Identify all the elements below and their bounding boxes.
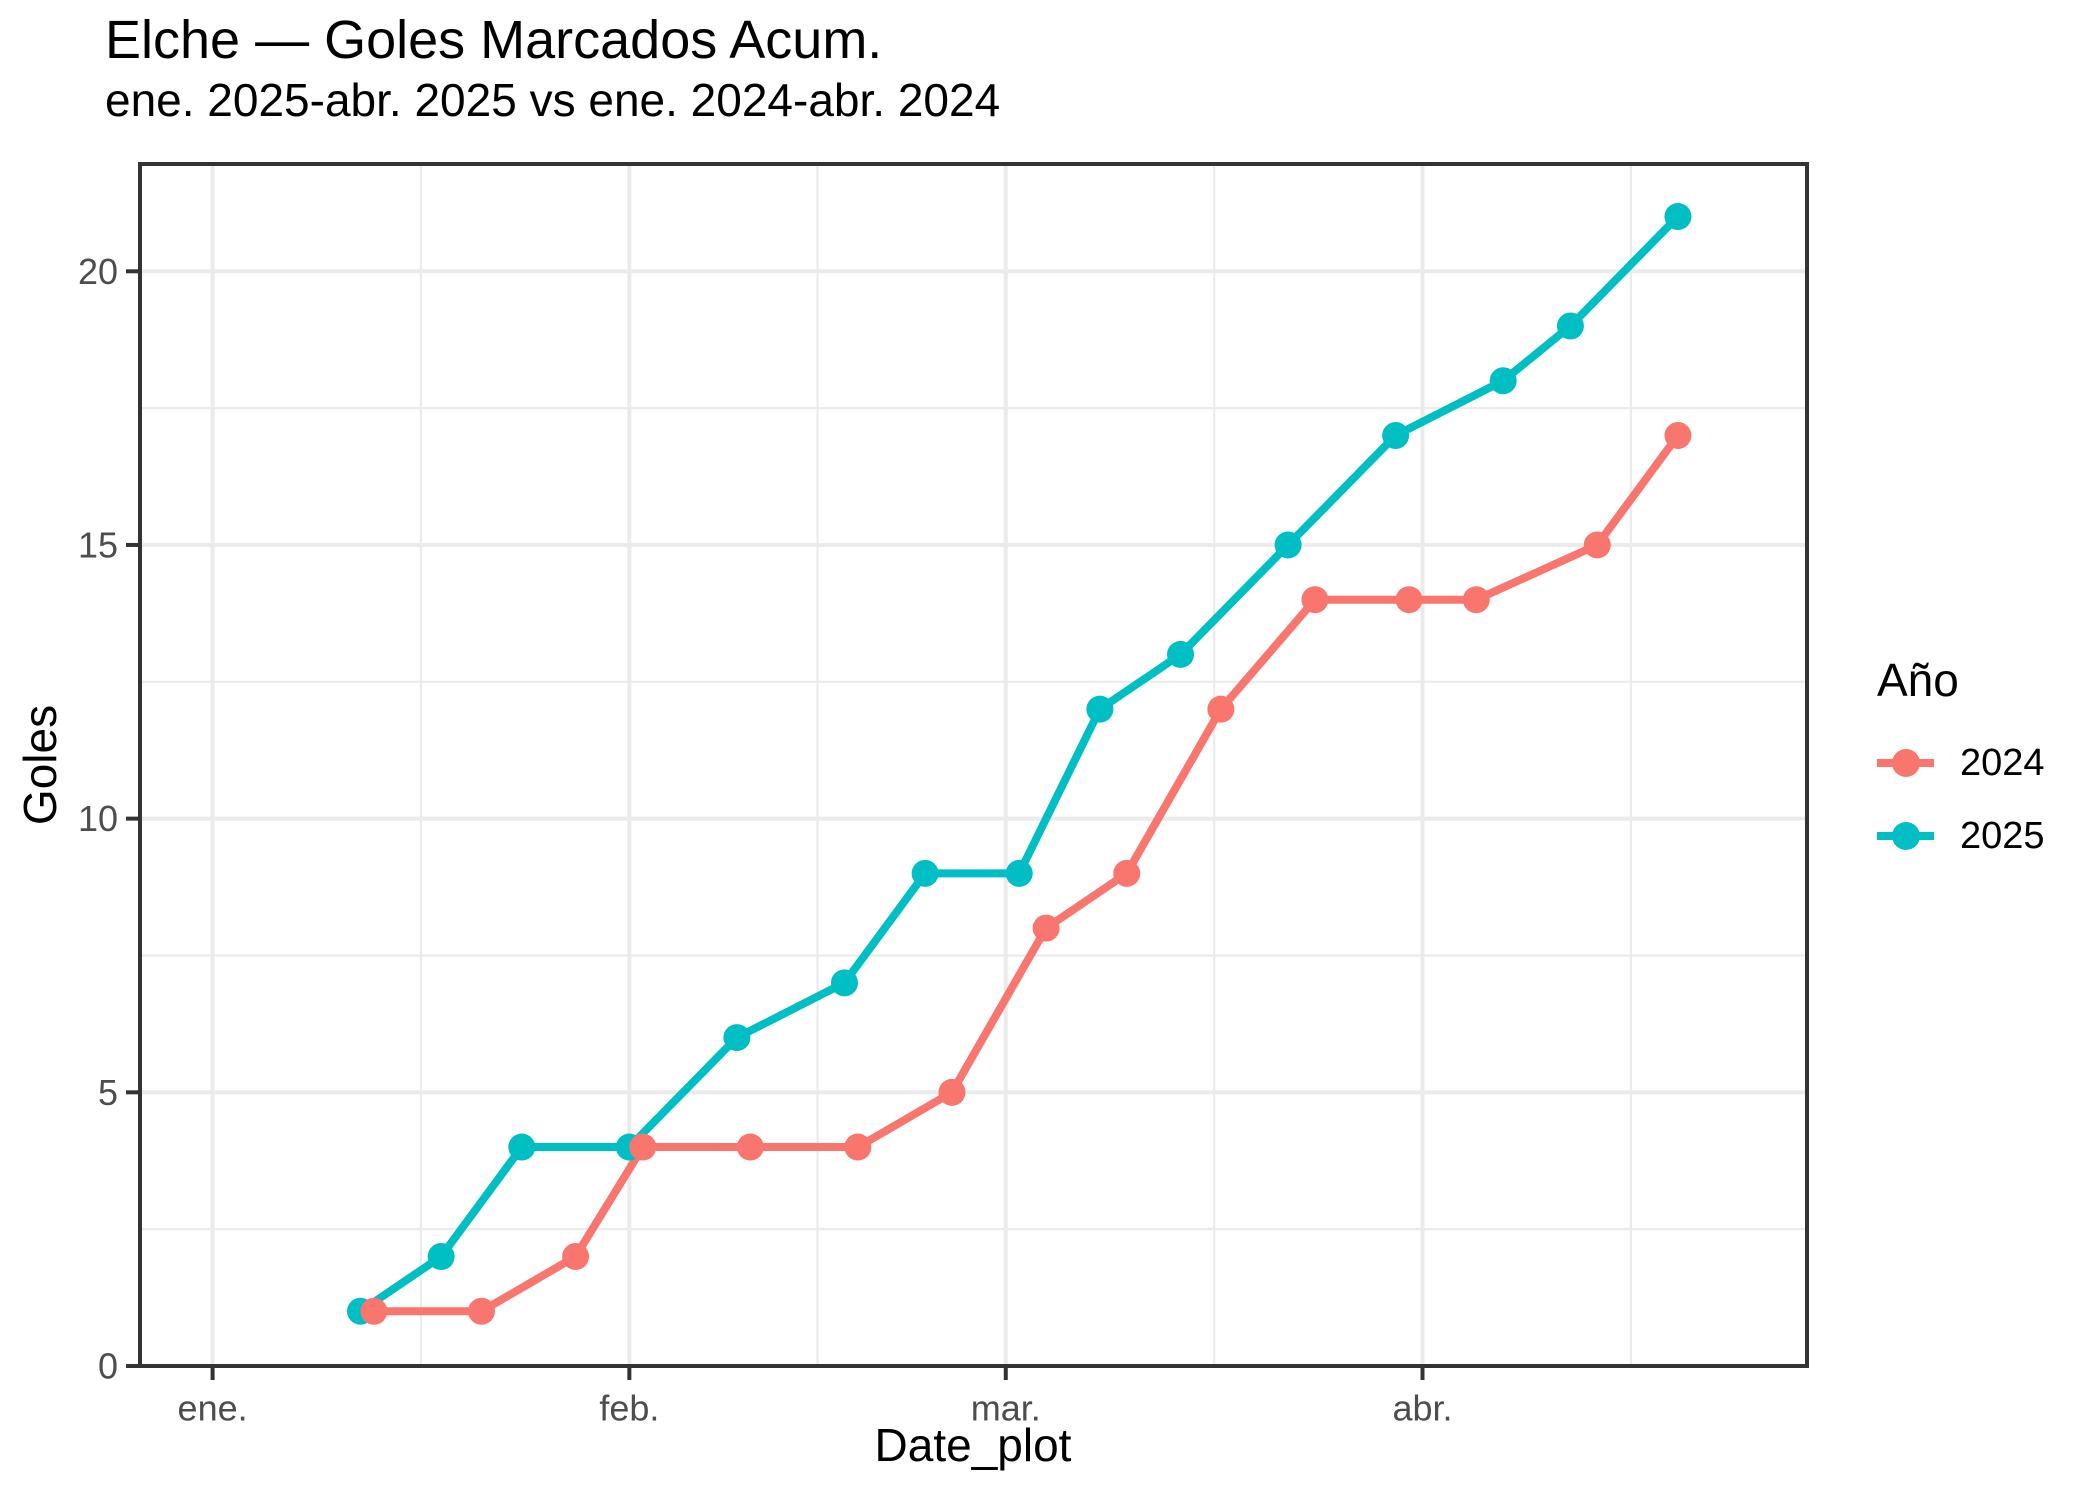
legend-key-dot: [1892, 822, 1920, 850]
data-point-2024: [1664, 421, 1692, 449]
data-point-2025: [1382, 421, 1410, 449]
data-point-2024: [938, 1078, 966, 1106]
data-point-2025: [1167, 640, 1195, 668]
legend-item-2025: 2025: [1877, 809, 2045, 863]
data-point-2025: [1005, 859, 1033, 887]
x-tick-label: mar.: [971, 1387, 1041, 1428]
data-point-2025: [1086, 695, 1114, 723]
data-point-2025: [911, 859, 939, 887]
data-point-2025: [830, 969, 858, 997]
data-point-2025: [1274, 531, 1302, 559]
y-tick-label: 0: [98, 1346, 118, 1387]
legend-title: Año: [1877, 654, 1959, 706]
x-tick-label: ene.: [178, 1387, 248, 1428]
x-tick-label: abr.: [1392, 1387, 1452, 1428]
data-point-2024: [562, 1243, 590, 1271]
data-point-2025: [427, 1243, 455, 1271]
y-tick-label: 20: [78, 251, 118, 292]
data-point-2024: [629, 1133, 657, 1161]
legend-item-label: 2024: [1960, 741, 2045, 784]
data-point-2024: [1113, 859, 1141, 887]
data-point-2025: [1489, 367, 1517, 395]
data-point-2024: [1395, 586, 1423, 614]
data-point-2024: [1207, 695, 1235, 723]
legend: Año 2024 2025: [1877, 655, 2045, 863]
data-point-2024: [467, 1297, 495, 1325]
data-point-2024: [360, 1297, 388, 1325]
legend-key-icon: [1877, 809, 1934, 863]
data-point-2024: [1301, 586, 1329, 614]
series-line-2025: [358, 213, 1681, 1315]
data-point-2025: [508, 1133, 536, 1161]
data-point-2024: [844, 1133, 872, 1161]
legend-key-dot: [1892, 749, 1920, 777]
legend-item-2024: 2024: [1877, 736, 2045, 790]
legend-items: 2024 2025: [1877, 736, 2045, 863]
legend-key-icon: [1877, 736, 1934, 790]
panel-border: [138, 162, 1809, 1368]
chart-title: Elche — Goles Marcados Acum.: [105, 10, 883, 70]
data-point-2024: [1462, 586, 1490, 614]
data-point-2025: [1664, 203, 1692, 231]
x-tick-label: feb.: [599, 1387, 659, 1428]
data-point-2024: [1583, 531, 1611, 559]
x-axis-title: Date_plot: [874, 1419, 1072, 1471]
y-tick-label: 15: [78, 524, 118, 565]
data-point-2024: [736, 1133, 764, 1161]
legend-item-label: 2025: [1960, 814, 2045, 857]
y-tick-label: 5: [98, 1072, 118, 1113]
chart-subtitle: ene. 2025-abr. 2025 vs ene. 2024-abr. 20…: [105, 74, 1001, 126]
data-point-2024: [1032, 914, 1060, 942]
y-tick-label: 10: [78, 798, 118, 839]
y-axis-title: Goles: [14, 704, 66, 826]
data-point-2025: [1556, 312, 1584, 340]
data-point-2025: [723, 1024, 751, 1052]
